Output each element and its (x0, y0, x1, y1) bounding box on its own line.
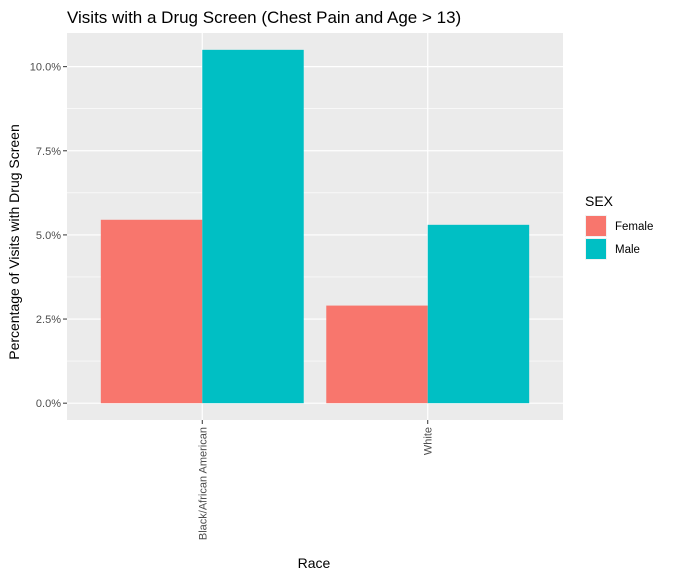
x-tick-label: Black/African American (197, 427, 209, 540)
bar-female (326, 305, 428, 404)
y-axis-title: Percentage of Visits with Drug Screen (6, 124, 22, 360)
y-tick-label: 10.0% (30, 62, 61, 74)
bars (100, 49, 530, 404)
bar-male (427, 224, 530, 404)
x-axis: Black/African American White (197, 420, 435, 540)
chart-title: Visits with a Drug Screen (Chest Pain an… (67, 8, 461, 27)
bar-male (202, 49, 304, 404)
y-tick-label: 0.0% (36, 398, 61, 410)
legend-swatch-female (586, 216, 606, 236)
legend-label: Male (615, 244, 640, 256)
y-tick-label: 2.5% (36, 314, 61, 326)
legend-label: Female (615, 221, 653, 233)
y-axis: 0.0% 2.5% 5.0% 7.5% 10.0% (30, 62, 67, 410)
legend-swatch-male (586, 239, 606, 259)
legend: SEX Female Male (585, 193, 653, 260)
y-tick-label: 7.5% (36, 146, 61, 158)
y-tick-label: 5.0% (36, 230, 61, 242)
legend-title: SEX (585, 193, 614, 209)
x-axis-title: Race (298, 555, 331, 571)
x-tick-label: White (423, 427, 435, 455)
bar-female (100, 219, 203, 404)
